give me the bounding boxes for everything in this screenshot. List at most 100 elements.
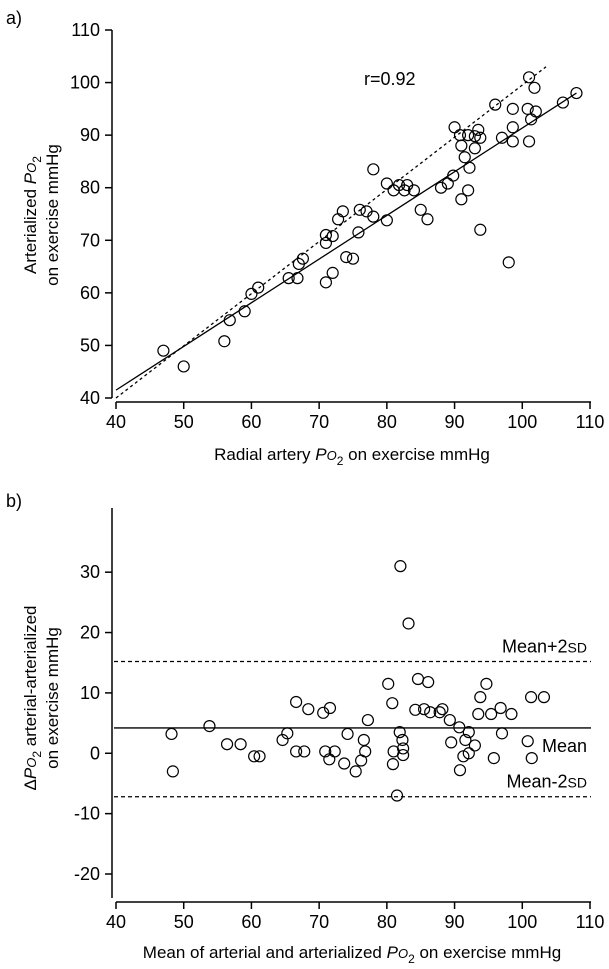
panel-b-y-axis-title-line-1: ΔPO2 arterial-arterialized [21, 605, 44, 790]
panel-a-y-tick-label: 70 [80, 230, 100, 250]
panel-a-data-point [245, 287, 258, 301]
panel-b-data-point [505, 707, 518, 721]
panel-b-data-point [397, 748, 410, 762]
panel-b-data-point [433, 706, 446, 719]
panel-a-y-tick-label: 50 [80, 335, 100, 355]
panel-b-x-tick-label: 100 [507, 912, 537, 932]
panel-a-data-point [502, 256, 515, 269]
panel-a-data-point [252, 281, 265, 294]
panel-a-data-point [455, 139, 468, 152]
panel-a-regression-lines [115, 66, 577, 399]
panel-b-data-point [203, 720, 216, 733]
panel-b-data-point [409, 703, 422, 716]
panel-a-data-point [296, 252, 309, 265]
panel-a-data-point [448, 121, 461, 134]
panel-a-y-tick-label: 110 [71, 20, 100, 40]
panel-b-x-tick-label: 50 [174, 912, 194, 932]
panel-a-data-point [462, 129, 475, 142]
panel-b-data-point [323, 701, 337, 715]
panel-b-data-point [166, 765, 179, 778]
panel-a-data-point [218, 335, 231, 348]
panel-b-data-point [402, 617, 415, 630]
panel-b-data-point [468, 739, 481, 752]
panel-b-x-tick-label: 40 [106, 912, 126, 932]
panel-a-y-axis-title-line-2: on exercise mmHg [43, 144, 62, 286]
panel-b-data-point [234, 738, 247, 751]
panel-a-data-point [556, 96, 570, 109]
panel-a-x-ticks: 40 50 60 70 80 90 100 110 [106, 402, 604, 432]
panel-a-data-point [489, 98, 502, 111]
panel-a-data-point [434, 181, 448, 194]
panel-a-y-ticks: 40 50 60 70 80 90 100 110 [70, 20, 112, 408]
panel-b-data-point [459, 733, 472, 747]
panel-a-data-point [407, 184, 421, 197]
panel-a-scatter-plot: a) 40 50 60 70 80 90 100 110 40 50 60 70 80 90 100 110… [6, 8, 604, 468]
panel-b-data-point [319, 745, 332, 758]
panel-b-data-point [453, 721, 466, 734]
panel-a-data-point [177, 360, 190, 373]
panel-b-data-point [328, 745, 341, 758]
panel-a-data-point [380, 214, 393, 227]
panel-a-data-point [336, 205, 349, 218]
panel-b-data-point [462, 726, 475, 739]
panel-a-y-tick-label: 40 [80, 388, 100, 408]
panel-b-data-point [248, 750, 261, 763]
panel-b-y-ticks: -20 -10 0 10 20 30 [74, 562, 112, 884]
panel-b-data-point [298, 745, 311, 758]
panel-b-label: b) [6, 491, 22, 511]
panel-a-x-tick-label: 110 [576, 412, 605, 432]
panel-a-y-tick-label: 90 [80, 125, 100, 145]
panel-b-data-point [390, 789, 404, 802]
panel-a-data-point [319, 236, 333, 250]
panel-b-data-point [165, 727, 178, 741]
panel-a-data-point [332, 213, 345, 226]
panel-b-reference-line-label: Mean [542, 736, 587, 756]
panel-b-data-point [386, 758, 400, 771]
panel-a-data-point [472, 123, 485, 136]
panel-b-data-point [443, 713, 456, 727]
panel-b-y-axis-title-line-2: on exercise mmHg [43, 627, 62, 769]
panel-a-x-tick-label: 60 [241, 412, 261, 432]
panel-a-data-point [346, 252, 360, 265]
panel-a-data-point [223, 314, 236, 327]
panel-a-data-point [506, 102, 519, 115]
panel-a-x-tick-label: 40 [106, 412, 126, 432]
panel-b-y-tick-label: 10 [80, 683, 100, 703]
panel-b-data-point [394, 560, 407, 573]
panel-a-data-point [353, 203, 366, 216]
panel-b-data-point [494, 701, 507, 715]
panel-a-data-point [238, 305, 251, 318]
panel-b-reference-line-label: Mean+2SD [502, 637, 587, 657]
panel-a-data-point [421, 213, 434, 226]
panel-a-data-point [340, 251, 353, 264]
panel-b-data-point [338, 757, 351, 770]
panel-a-data-point [528, 81, 541, 94]
panel-b-data-point [521, 735, 534, 748]
panel-b-reference-line-label: Mean-2SD [507, 772, 587, 792]
panel-a-x-tick-label: 50 [174, 412, 194, 432]
panel-b-data-point [495, 727, 509, 740]
panel-a-correlation-annotation: r=0.92 [364, 69, 416, 89]
panel-a-label: a) [6, 8, 22, 28]
panel-b-x-tick-label: 60 [241, 912, 261, 932]
panel-a-x-tick-label: 70 [309, 412, 329, 432]
panel-b-data-point [445, 736, 458, 749]
panel-b-data-point [411, 672, 425, 686]
panel-b-data-point [290, 695, 303, 709]
panel-a-data-point [157, 344, 170, 357]
panel-a-x-tick-label: 90 [445, 412, 465, 432]
panel-b-y-tick-label: -20 [74, 864, 100, 884]
panel-a-data-point [447, 169, 460, 182]
panel-b-data-point [302, 703, 315, 716]
panel-b-data-point [537, 691, 551, 704]
panel-b-data-point [357, 733, 370, 747]
panel-a-data-point [352, 226, 365, 239]
panel-b-data-point [424, 706, 437, 719]
panel-b-x-tick-label: 70 [309, 912, 329, 932]
panel-a-y-tick-label: 80 [80, 178, 100, 198]
panel-a-x-tick-label: 100 [507, 412, 537, 432]
panel-a-x-tick-label: 80 [377, 412, 397, 432]
panel-b-x-tick-label: 110 [576, 912, 605, 932]
panel-b-data-point [253, 750, 266, 763]
panel-a-data-point [380, 177, 393, 190]
